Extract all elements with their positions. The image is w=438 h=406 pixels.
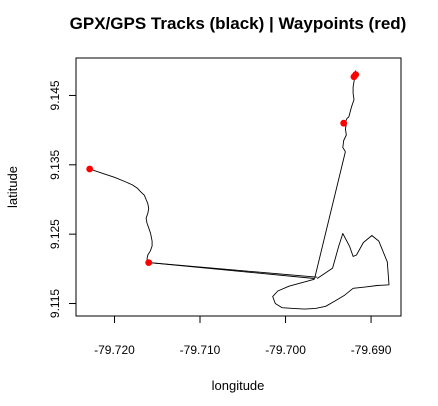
waypoint-marker	[86, 165, 94, 173]
y-tick-label: 9.125	[48, 219, 62, 249]
waypoints-layer	[86, 71, 360, 266]
y-tick-label: 9.115	[48, 289, 62, 318]
waypoint-marker	[352, 71, 360, 79]
waypoint-marker	[145, 259, 153, 266]
waypoint-marker	[340, 119, 348, 127]
x-axis-label: longitude	[212, 378, 265, 393]
x-axis: -79.720 -79.710 -79.700 -79.690	[94, 315, 392, 357]
y-axis-label: latitude	[5, 166, 20, 208]
y-axis: 9.115 9.125 9.135 9.145	[48, 80, 77, 318]
x-tick-label: -79.690	[351, 343, 392, 357]
x-tick-label: -79.720	[94, 343, 135, 357]
chart-title: GPX/GPS Tracks (black) | Waypoints (red)	[70, 14, 407, 33]
gps-track	[89, 168, 153, 263]
y-tick-label: 9.135	[48, 149, 62, 179]
gps-track	[314, 151, 346, 279]
gps-track	[272, 233, 390, 310]
x-tick-label: -79.710	[180, 343, 221, 357]
tracks-layer	[89, 70, 390, 310]
y-tick-label: 9.145	[48, 80, 62, 110]
gps-track	[342, 116, 350, 152]
gps-track	[148, 262, 315, 279]
x-tick-label: -79.700	[265, 343, 306, 357]
plot-frame	[75, 57, 402, 317]
